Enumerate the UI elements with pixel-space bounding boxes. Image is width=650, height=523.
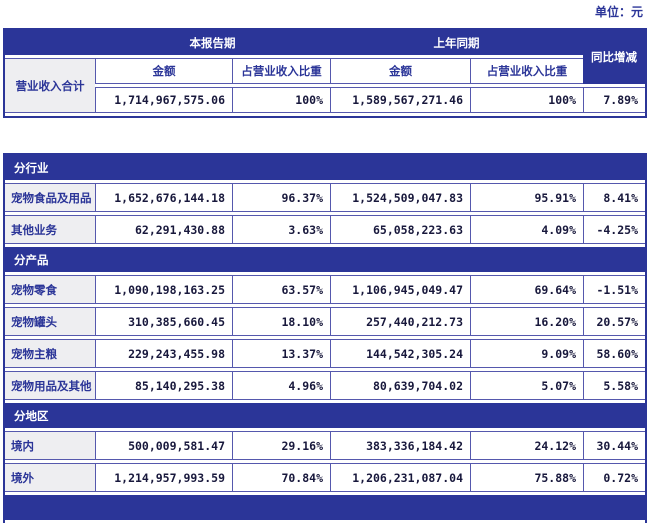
- current-amount: 500,009,581.47: [95, 431, 232, 460]
- row-label: 其他业务: [5, 215, 95, 244]
- total-revenue-label: 营业收入合计: [5, 58, 95, 113]
- current-share: 63.57%: [232, 275, 330, 304]
- prior-period-header: 上年同期: [330, 30, 583, 55]
- table-row: 宠物用品及其他 85,140,295.38 4.96% 80,639,704.0…: [5, 371, 645, 400]
- yoy-change-header: 同比增减: [583, 30, 645, 84]
- total-yoy: 7.89%: [583, 87, 645, 113]
- prior-share: 95.91%: [470, 183, 583, 212]
- current-amount: 62,291,430.88: [95, 215, 232, 244]
- table-row: 宠物主粮 229,243,455.98 13.37% 144,542,305.2…: [5, 339, 645, 368]
- cutoff-band-cell: [5, 495, 645, 520]
- share-header-current: 占营业收入比重: [232, 58, 330, 84]
- current-amount: 229,243,455.98: [95, 339, 232, 368]
- prior-amount: 1,106,945,049.47: [330, 275, 470, 304]
- current-share: 4.96%: [232, 371, 330, 400]
- table-row: 宠物食品及用品 1,652,676,144.18 96.37% 1,524,50…: [5, 183, 645, 212]
- current-amount: 85,140,295.38: [95, 371, 232, 400]
- yoy-value: 8.41%: [583, 183, 645, 212]
- summary-table: 本报告期 上年同期 同比增减 营业收入合计 金额 占营业收入比重 金额 占营业收…: [5, 27, 645, 116]
- table-row: 宠物零食 1,090,198,163.25 63.57% 1,106,945,0…: [5, 275, 645, 304]
- total-prior-amount: 1,589,567,271.46: [330, 87, 470, 113]
- breakdown-table-wrapper: 分行业 宠物食品及用品 1,652,676,144.18 96.37% 1,52…: [3, 153, 647, 523]
- prior-amount: 65,058,223.63: [330, 215, 470, 244]
- current-amount: 1,214,957,993.59: [95, 463, 232, 492]
- corner-cell: [5, 30, 95, 55]
- unit-label: 单位：元: [594, 5, 643, 19]
- yoy-value: 58.60%: [583, 339, 645, 368]
- section-title-industry: 分行业: [5, 155, 645, 180]
- current-share: 96.37%: [232, 183, 330, 212]
- table-row: 境内 500,009,581.47 29.16% 383,336,184.42 …: [5, 431, 645, 460]
- prior-share: 24.12%: [470, 431, 583, 460]
- row-label: 宠物主粮: [5, 339, 95, 368]
- amount-header-prior: 金额: [330, 58, 470, 84]
- total-prior-share: 100%: [470, 87, 583, 113]
- prior-share: 5.07%: [470, 371, 583, 400]
- current-share: 70.84%: [232, 463, 330, 492]
- section-title-region: 分地区: [5, 403, 645, 428]
- current-share: 18.10%: [232, 307, 330, 336]
- prior-share: 16.20%: [470, 307, 583, 336]
- yoy-value: -4.25%: [583, 215, 645, 244]
- summary-subheader-row: 营业收入合计 金额 占营业收入比重 金额 占营业收入比重: [5, 58, 645, 113]
- current-share: 29.16%: [232, 431, 330, 460]
- row-label: 宠物食品及用品: [5, 183, 95, 212]
- table-row: 其他业务 62,291,430.88 3.63% 65,058,223.63 4…: [5, 215, 645, 244]
- prior-share: 4.09%: [470, 215, 583, 244]
- table-row: 境外 1,214,957,993.59 70.84% 1,206,231,087…: [5, 463, 645, 492]
- amount-header-current: 金额: [95, 58, 232, 84]
- prior-amount: 1,206,231,087.04: [330, 463, 470, 492]
- row-label: 境内: [5, 431, 95, 460]
- section-band-region: 分地区: [5, 403, 645, 428]
- cutoff-section-band: [5, 495, 645, 520]
- summary-data-row: 1,714,967,575.06 100% 1,589,567,271.46 1…: [5, 87, 645, 113]
- section-band-product: 分产品: [5, 247, 645, 272]
- row-label: 境外: [5, 463, 95, 492]
- summary-header-row: 本报告期 上年同期 同比增减: [5, 30, 645, 84]
- yoy-value: 20.57%: [583, 307, 645, 336]
- current-share: 13.37%: [232, 339, 330, 368]
- row-label: 宠物用品及其他: [5, 371, 95, 400]
- prior-amount: 1,524,509,047.83: [330, 183, 470, 212]
- current-amount: 1,652,676,144.18: [95, 183, 232, 212]
- yoy-value: 0.72%: [583, 463, 645, 492]
- current-amount: 1,090,198,163.25: [95, 275, 232, 304]
- current-share: 3.63%: [232, 215, 330, 244]
- prior-share: 75.88%: [470, 463, 583, 492]
- section-title-product: 分产品: [5, 247, 645, 272]
- yoy-value: 5.58%: [583, 371, 645, 400]
- total-current-amount: 1,714,967,575.06: [95, 87, 232, 113]
- breakdown-table: 分行业 宠物食品及用品 1,652,676,144.18 96.37% 1,52…: [5, 152, 645, 523]
- prior-amount: 383,336,184.42: [330, 431, 470, 460]
- prior-amount: 144,542,305.24: [330, 339, 470, 368]
- prior-amount: 80,639,704.02: [330, 371, 470, 400]
- section-band-industry: 分行业: [5, 155, 645, 180]
- prior-share: 9.09%: [470, 339, 583, 368]
- yoy-value: 30.44%: [583, 431, 645, 460]
- prior-amount: 257,440,212.73: [330, 307, 470, 336]
- prior-share: 69.64%: [470, 275, 583, 304]
- yoy-value: -1.51%: [583, 275, 645, 304]
- current-period-header: 本报告期: [95, 30, 330, 55]
- share-header-prior: 占营业收入比重: [470, 58, 583, 84]
- row-label: 宠物罐头: [5, 307, 95, 336]
- total-current-share: 100%: [232, 87, 330, 113]
- row-label: 宠物零食: [5, 275, 95, 304]
- table-row: 宠物罐头 310,385,660.45 18.10% 257,440,212.7…: [5, 307, 645, 336]
- current-amount: 310,385,660.45: [95, 307, 232, 336]
- summary-table-wrapper: 本报告期 上年同期 同比增减 营业收入合计 金额 占营业收入比重 金额 占营业收…: [3, 28, 647, 118]
